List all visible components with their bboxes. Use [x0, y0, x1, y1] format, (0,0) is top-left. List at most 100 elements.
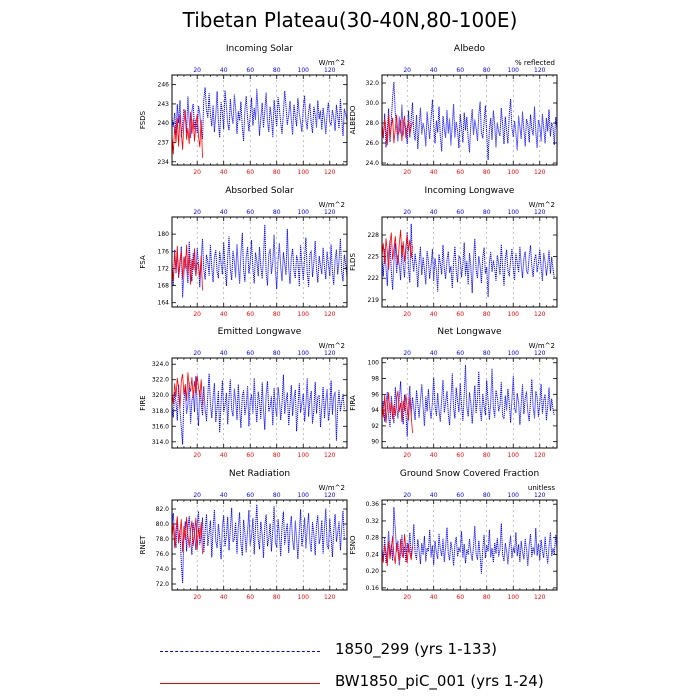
x-tick-label-top-fira: 60: [456, 350, 464, 357]
panel-units-flds: W/m^2: [529, 201, 555, 209]
x-tick-label-top-flds: 80: [483, 209, 491, 216]
x-tick-label-top-flds: 120: [534, 209, 546, 216]
x-tick-label-bottom-fira: 40: [430, 452, 438, 459]
x-tick-label-bottom-fsds: 80: [273, 169, 281, 176]
x-tick-label-top-fsa: 100: [298, 209, 310, 216]
x-tick-label-bottom-flds: 20: [403, 311, 411, 318]
x-tick-label-bottom-fire: 80: [273, 452, 281, 459]
x-tick-label-bottom-fsno: 80: [483, 594, 491, 601]
x-tick-label-top-flds: 20: [403, 209, 411, 216]
legend-item-red: BW1850_piC_001 (yrs 1-24): [150, 672, 570, 694]
y-tick-label-albedo: 24.0: [366, 160, 380, 167]
x-tick-label-bottom-albedo: 80: [483, 169, 491, 176]
y-tick-label-fsds: 234: [158, 159, 170, 166]
x-tick-label-top-rnet: 20: [193, 492, 201, 499]
x-tick-label-top-fire: 120: [324, 350, 336, 357]
x-tick-label-bottom-fira: 100: [508, 452, 520, 459]
legend-swatch-dashed-blue: [160, 651, 320, 652]
x-tick-label-bottom-fire: 20: [193, 452, 201, 459]
x-tick-label-top-rnet: 80: [273, 492, 281, 499]
panel-units-fsds: W/m^2: [319, 59, 345, 67]
x-tick-label-bottom-fsa: 60: [246, 311, 254, 318]
series-line-bw1850-picontrol-fire: [171, 372, 203, 409]
x-tick-label-top-rnet: 40: [220, 492, 228, 499]
panel-title-flds: Incoming Longwave: [425, 186, 515, 196]
x-tick-label-top-albedo: 60: [456, 67, 464, 74]
x-tick-label-top-albedo: 100: [508, 67, 520, 74]
series-line-bw1850-picontrol-fsa: [171, 244, 203, 291]
y-tick-label-fsa: 172: [158, 265, 170, 272]
y-axis-label-fire: FIRE: [139, 395, 147, 410]
x-tick-label-bottom-albedo: 120: [534, 169, 546, 176]
x-tick-label-top-rnet: 60: [246, 492, 254, 499]
x-tick-label-bottom-fira: 20: [403, 452, 411, 459]
y-tick-label-rnet: 80.0: [156, 521, 170, 528]
panel-units-fsno: unitless: [528, 484, 555, 492]
legend-label-red: BW1850_piC_001 (yrs 1-24): [335, 672, 544, 690]
x-tick-label-top-fire: 40: [220, 350, 228, 357]
x-tick-label-bottom-fsds: 100: [298, 169, 310, 176]
y-tick-label-fsno: 0.16: [366, 585, 380, 592]
y-tick-label-fsds: 246: [158, 82, 170, 89]
x-tick-label-top-albedo: 40: [430, 67, 438, 74]
y-tick-label-fsno: 0.24: [366, 551, 380, 558]
plot-frame-fsno: [381, 499, 558, 591]
panel-title-fira: Net Longwave: [437, 327, 502, 337]
series-line-bw1850-picontrol-fira: [381, 390, 413, 434]
y-tick-label-albedo: 26.0: [366, 140, 380, 147]
y-tick-label-albedo: 32.0: [366, 80, 380, 87]
plot-frame-fsa: [171, 216, 348, 308]
panel-units-fsa: W/m^2: [319, 201, 345, 209]
x-tick-label-bottom-albedo: 60: [456, 169, 464, 176]
y-tick-label-flds: 225: [368, 254, 380, 261]
y-axis-label-rnet: RNET: [139, 535, 147, 555]
y-tick-label-fsds: 237: [158, 140, 170, 147]
x-tick-label-bottom-rnet: 60: [246, 594, 254, 601]
plot-frame-albedo: [381, 74, 558, 166]
legend-label-blue: 1850_299 (yrs 1-133): [335, 640, 497, 658]
x-tick-label-bottom-fire: 120: [324, 452, 336, 459]
y-tick-label-rnet: 74.0: [156, 566, 170, 573]
x-tick-label-bottom-fire: 100: [298, 452, 310, 459]
plot-frame-fira: [381, 357, 558, 449]
x-tick-label-bottom-flds: 120: [534, 311, 546, 318]
x-tick-label-top-fsds: 100: [298, 67, 310, 74]
plot-frame-rnet: [171, 499, 348, 591]
x-tick-label-top-fsds: 120: [324, 67, 336, 74]
y-tick-label-fire: 318.0: [152, 408, 169, 415]
series-line-bw1850-picontrol-albedo: [381, 113, 413, 146]
y-tick-label-fire: 322.0: [152, 377, 169, 384]
y-tick-label-fire: 324.0: [152, 361, 169, 368]
y-tick-label-flds: 222: [368, 275, 380, 282]
x-tick-label-bottom-albedo: 20: [403, 169, 411, 176]
x-tick-label-top-fsa: 120: [324, 209, 336, 216]
y-tick-label-fira: 90: [371, 439, 379, 446]
y-tick-label-fira: 100: [368, 360, 380, 367]
x-tick-label-top-fira: 20: [403, 350, 411, 357]
x-tick-label-top-flds: 100: [508, 209, 520, 216]
x-tick-label-bottom-fsno: 120: [534, 594, 546, 601]
x-tick-label-bottom-fira: 60: [456, 452, 464, 459]
y-tick-label-flds: 228: [368, 232, 380, 239]
x-tick-label-bottom-flds: 80: [483, 311, 491, 318]
panel-title-albedo: Albedo: [454, 44, 486, 54]
x-tick-label-top-albedo: 80: [483, 67, 491, 74]
y-tick-label-albedo: 28.0: [366, 120, 380, 127]
x-tick-label-top-fira: 40: [430, 350, 438, 357]
y-axis-label-flds: FLDS: [349, 253, 357, 271]
x-tick-label-bottom-fsa: 80: [273, 311, 281, 318]
x-tick-label-top-fire: 80: [273, 350, 281, 357]
series-line-1850-299-fsa: [171, 224, 348, 298]
x-tick-label-bottom-fsno: 40: [430, 594, 438, 601]
x-tick-label-bottom-fsno: 100: [508, 594, 520, 601]
x-tick-label-bottom-rnet: 40: [220, 594, 228, 601]
y-axis-label-fira: FIRA: [349, 395, 357, 411]
y-axis-label-albedo: ALBEDO: [349, 105, 357, 134]
x-tick-label-bottom-flds: 40: [430, 311, 438, 318]
y-tick-label-fsa: 176: [158, 248, 170, 255]
y-tick-label-flds: 219: [368, 297, 380, 304]
x-tick-label-bottom-fsno: 60: [456, 594, 464, 601]
x-tick-label-top-rnet: 120: [324, 492, 336, 499]
panel-units-fire: W/m^2: [319, 342, 345, 350]
